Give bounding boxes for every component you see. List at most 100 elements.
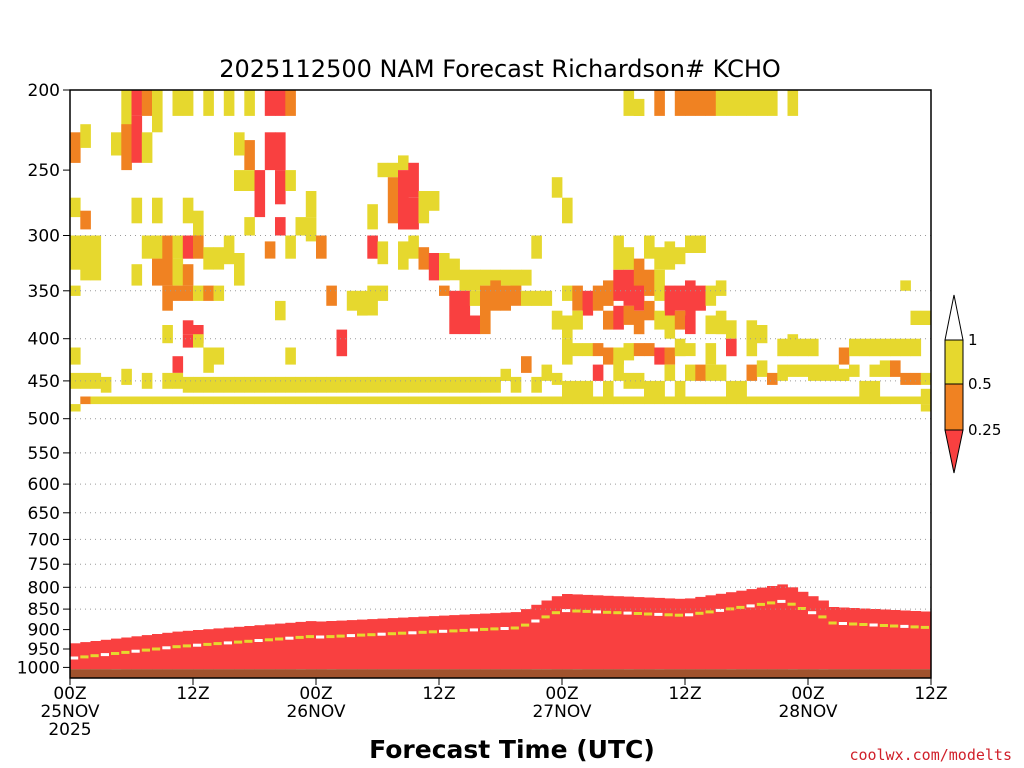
boundary-layer-column [551,596,563,670]
heatmap-cell [715,310,727,335]
heatmap-cell [756,90,768,116]
boundary-layer-streak [613,611,622,615]
heatmap-cell [521,356,532,373]
heatmap-cell [674,396,686,405]
y-tick-label: 550 [28,444,60,464]
heatmap-cell [756,360,768,377]
heatmap-cell [305,217,317,242]
heatmap-cell [439,376,450,393]
heatmap-cell [705,90,717,116]
heatmap-cell [275,170,286,205]
boundary-layer-streak [459,628,468,632]
heatmap-cell [80,264,91,281]
x-tick-label: 12Z [914,684,947,704]
heatmap-cell [910,372,922,385]
heatmap-cell [295,217,307,236]
heatmap-cell [521,396,532,405]
x-tick-label: 25NOV [40,702,99,722]
y-tick-label: 500 [28,410,60,430]
heatmap-cell [213,247,225,270]
x-axis-title: Forecast Time (UTC) [369,735,655,764]
boundary-layer-streak [141,648,150,652]
boundary-layer-column [182,630,194,670]
heatmap-cell [275,396,286,405]
y-tick-label: 400 [28,330,60,350]
heatmap-cell [572,380,583,397]
heatmap-cell [152,235,163,259]
heatmap-cell [80,124,91,148]
boundary-layer-streak [162,646,171,650]
colorbar-legend: 1 0.5 0.25 [944,294,1001,474]
heatmap-cell [480,396,491,405]
heatmap-cell [182,320,194,335]
heatmap-cell [285,376,296,393]
heatmap-cell [275,132,286,171]
heatmap-cell [121,368,132,385]
heatmap-cell [193,325,204,344]
boundary-layer-column [900,610,911,670]
boundary-layer-streak [787,602,796,606]
heatmap-cell [254,396,266,405]
heatmap-cell [890,338,901,357]
heatmap-cell [398,170,409,230]
heatmap-cell [152,396,163,405]
boundary-layer-streak [111,652,120,655]
heatmap-cell [623,247,635,270]
boundary-layer-column [357,619,368,670]
heatmap-cell [746,90,758,116]
boundary-layer-streak [100,653,109,657]
heatmap-cell [80,210,91,230]
heatmap-cell [541,364,553,381]
heatmap-cell [746,320,758,344]
boundary-layer-column [428,616,440,670]
heatmap-cell [500,269,511,286]
heatmap-cell [674,310,686,330]
boundary-layer-streak [777,599,786,603]
boundary-layer-streak [582,609,591,613]
heatmap-cell [377,162,389,178]
heatmap-cell [654,247,665,270]
heatmap-cell [182,90,194,116]
heatmap-cell [562,396,573,405]
heatmap-cell [459,315,471,335]
heatmap-cell [193,210,204,236]
heatmap-cell [920,396,932,405]
heatmap-cell [357,396,368,405]
heatmap-cell [562,338,573,365]
boundary-layer-column [572,594,583,670]
heatmap-cell [152,258,163,286]
boundary-layer-streak [746,604,755,608]
heatmap-cell [326,376,337,393]
heatmap-cell [182,285,194,301]
heatmap-cell [510,396,522,405]
heatmap-cell [726,320,737,339]
heatmap-cell [131,90,143,116]
y-tick-label: 700 [28,530,60,550]
heatmap-cell [377,241,389,265]
heatmap-cell [162,372,173,389]
heatmap-cell [572,343,583,357]
heatmap-cell [562,315,573,339]
heatmap-cell [644,300,655,321]
heatmap-cell [787,364,799,377]
boundary-layer-column [469,614,481,670]
plot-frame [69,89,932,679]
boundary-layer-column [685,598,696,670]
heatmap-cell [234,376,245,393]
heatmap-cell [551,310,563,330]
boundary-layer-column [480,613,491,670]
heatmap-cell [172,258,184,286]
heatmap-cell [70,132,81,163]
heatmap-cell [756,396,768,405]
boundary-layer-streak [70,656,79,660]
boundary-layer-column [295,621,307,670]
boundary-layer-streak [152,647,161,651]
gridlines [70,235,931,610]
boundary-layer-column [592,595,604,670]
boundary-layer-streak [818,615,827,619]
heatmap-cell [644,269,655,296]
heatmap-cell [449,290,460,316]
heatmap-cell [244,90,255,116]
heatmap-cell [500,368,511,381]
heatmap-cell [336,329,348,357]
